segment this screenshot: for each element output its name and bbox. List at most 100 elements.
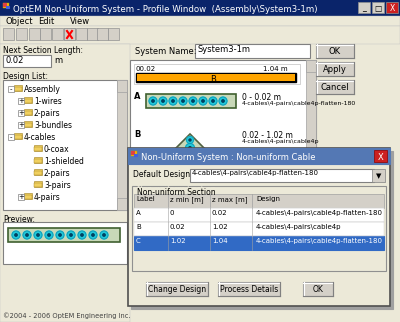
Bar [24,109,32,115]
Circle shape [186,173,194,179]
Text: ▼: ▼ [376,173,382,179]
Circle shape [189,147,191,149]
Bar [16,28,27,40]
Bar [131,151,393,309]
Circle shape [78,231,86,239]
Text: Edit: Edit [38,17,54,26]
Bar [0,44,130,322]
Text: Label: Label [136,196,155,202]
Bar [0,16,400,26]
Bar [18,110,24,116]
Circle shape [182,100,184,102]
Text: 1.02: 1.02 [212,224,228,230]
Bar [24,121,32,127]
Bar [14,135,22,139]
Circle shape [189,175,191,177]
Text: ©2004 - 2006 OptEM Engineering Inc.: ©2004 - 2006 OptEM Engineering Inc. [3,312,130,319]
Circle shape [196,154,204,163]
Bar [128,148,390,164]
Bar [14,87,22,91]
Bar [18,98,24,104]
Bar [306,60,316,72]
Circle shape [204,155,212,162]
Bar [18,194,24,200]
Bar [14,133,22,139]
Bar [190,169,374,182]
Bar [0,44,400,322]
Text: 1.04: 1.04 [212,238,228,244]
Bar [34,159,42,163]
Text: B: B [134,130,140,139]
Bar [130,60,316,270]
Bar [358,2,370,13]
Bar [137,74,295,81]
Bar [134,64,300,84]
Bar [3,55,51,67]
Bar [3,3,9,8]
Text: Non-uniform Section: Non-uniform Section [137,188,216,197]
Text: Non-uniform Section: Non-uniform Section [137,185,216,194]
Text: m: m [54,56,62,65]
Circle shape [100,231,108,239]
Circle shape [168,155,176,162]
Circle shape [202,100,204,102]
Bar [29,28,40,40]
Circle shape [212,100,214,102]
Circle shape [209,97,217,105]
Bar [117,80,127,92]
Bar [18,122,24,128]
Circle shape [219,97,227,105]
Circle shape [149,97,157,105]
Text: 1.02 - 1.04 m: 1.02 - 1.04 m [242,209,293,218]
Text: View: View [70,17,90,26]
Bar [386,2,398,13]
Circle shape [23,231,31,239]
Text: -: - [10,134,12,140]
Bar [34,181,42,187]
Bar [34,147,42,151]
Text: OK: OK [329,46,341,55]
Bar [97,28,108,40]
Circle shape [199,97,207,105]
Bar [131,151,137,156]
Text: C: C [134,208,140,217]
Bar [117,198,127,210]
Bar [24,123,32,127]
Circle shape [207,157,209,159]
Bar [128,148,390,306]
Bar [24,99,32,103]
Bar [130,260,306,270]
Circle shape [159,97,167,105]
Text: Assembly: Assembly [24,85,61,94]
Circle shape [12,231,20,239]
Text: System3-1m: System3-1m [197,45,250,54]
Bar [316,62,354,76]
Text: 4-cables\4-pairs\cable4p-flatten-180: 4-cables\4-pairs\cable4p-flatten-180 [256,238,383,244]
Circle shape [92,234,94,236]
Text: 0.02: 0.02 [212,210,228,216]
Bar [316,44,354,58]
Polygon shape [166,134,214,182]
Circle shape [179,157,181,159]
Circle shape [26,234,28,236]
Circle shape [169,97,177,105]
Circle shape [48,234,50,236]
Bar [40,28,51,40]
Text: Design List:: Design List: [3,72,48,81]
Text: 0.02: 0.02 [170,224,186,230]
Circle shape [189,139,191,141]
Text: Apply: Apply [323,64,347,73]
Bar [306,60,316,270]
Text: 1-wires: 1-wires [34,97,62,106]
Text: 4-cables\4-pairs\cable4p: 4-cables\4-pairs\cable4p [242,139,320,144]
Text: B: B [136,224,141,230]
Circle shape [34,231,42,239]
Circle shape [172,100,174,102]
Bar [136,73,296,82]
Bar [24,111,32,115]
Bar [306,258,316,270]
Bar [3,80,127,210]
Text: Process Details: Process Details [220,285,278,293]
Text: Next Section Length:: Next Section Length: [3,46,83,55]
Circle shape [45,231,53,239]
